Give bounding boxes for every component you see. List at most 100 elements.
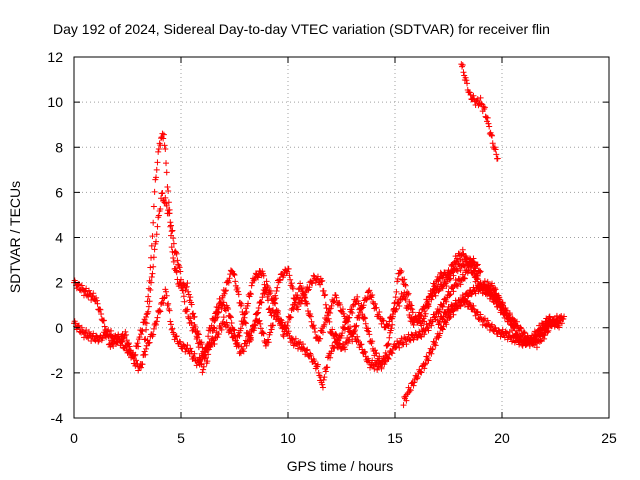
data-point [128, 351, 135, 358]
data-point [432, 292, 439, 299]
data-point [544, 323, 551, 330]
data-point [405, 290, 412, 297]
data-point [158, 190, 165, 197]
data-point [396, 344, 403, 351]
data-point [307, 311, 314, 318]
data-point [153, 318, 160, 325]
data-point [431, 341, 438, 348]
data-point [422, 310, 429, 317]
data-point [371, 365, 378, 372]
data-point [494, 155, 501, 162]
data-point [443, 312, 450, 319]
data-point [479, 287, 486, 294]
data-point [237, 325, 244, 332]
data-point [457, 281, 464, 288]
data-point [210, 324, 217, 331]
data-point [241, 314, 248, 321]
data-point [365, 288, 372, 295]
data-point [231, 332, 238, 339]
data-point [380, 317, 387, 324]
data-point [342, 346, 349, 353]
data-point [457, 267, 464, 274]
data-point [286, 314, 293, 321]
data-point [163, 169, 170, 176]
data-point [327, 310, 334, 317]
data-point [492, 286, 499, 293]
data-point [533, 344, 540, 351]
data-point [185, 288, 192, 295]
data-point [133, 357, 140, 364]
data-point [257, 325, 264, 332]
data-point [366, 287, 373, 294]
data-point [260, 330, 267, 337]
data-point [167, 219, 174, 226]
data-point [332, 339, 339, 346]
data-point [138, 331, 145, 338]
data-point [336, 340, 343, 347]
data-point [159, 190, 166, 197]
data-point [463, 297, 470, 304]
data-point [191, 350, 198, 357]
data-point [212, 315, 219, 322]
data-point [429, 346, 436, 353]
data-point [162, 145, 169, 152]
y-tick-label: 2 [55, 275, 63, 291]
y-axis-label: SDTVAR / TECUs [7, 181, 23, 293]
data-point [200, 366, 207, 373]
data-point [264, 282, 271, 289]
data-point [195, 330, 202, 337]
data-point [356, 314, 363, 321]
data-point [251, 276, 258, 283]
data-point [157, 308, 164, 315]
data-point [465, 267, 472, 274]
data-point [143, 345, 150, 352]
data-point [266, 305, 273, 312]
data-point [227, 326, 234, 333]
data-point [410, 321, 417, 328]
data-point [184, 280, 191, 287]
data-point [446, 315, 453, 322]
data-point [425, 357, 432, 364]
data-point [153, 238, 160, 245]
data-point [224, 304, 231, 311]
data-point [476, 269, 483, 276]
data-point [318, 278, 325, 285]
data-point [265, 339, 272, 346]
data-point [300, 291, 307, 298]
data-point [454, 304, 461, 311]
data-point [207, 344, 214, 351]
data-point [459, 246, 466, 253]
data-point [145, 308, 152, 315]
data-point [185, 291, 192, 298]
data-point [315, 369, 322, 376]
data-point [406, 314, 413, 321]
data-point [485, 120, 492, 127]
data-point [258, 299, 265, 306]
data-point [257, 320, 264, 327]
data-point [160, 131, 167, 138]
series-track-5 [434, 294, 561, 349]
data-point [477, 311, 484, 318]
data-point [150, 219, 157, 226]
data-point [262, 342, 269, 349]
data-point [100, 329, 107, 336]
data-point [160, 295, 167, 302]
data-point [230, 270, 237, 277]
data-point [149, 270, 156, 277]
data-point [423, 353, 430, 360]
data-point [354, 333, 361, 340]
data-point [211, 341, 218, 348]
data-point [207, 339, 214, 346]
data-point [197, 356, 204, 363]
data-point [227, 313, 234, 320]
data-point [553, 313, 560, 320]
data-point [170, 235, 177, 242]
data-point [255, 305, 262, 312]
data-point [268, 326, 275, 333]
data-point [255, 274, 262, 281]
data-point [276, 318, 283, 325]
data-point [329, 326, 336, 333]
data-point [506, 310, 513, 317]
data-point [181, 298, 188, 305]
data-point [472, 265, 479, 272]
